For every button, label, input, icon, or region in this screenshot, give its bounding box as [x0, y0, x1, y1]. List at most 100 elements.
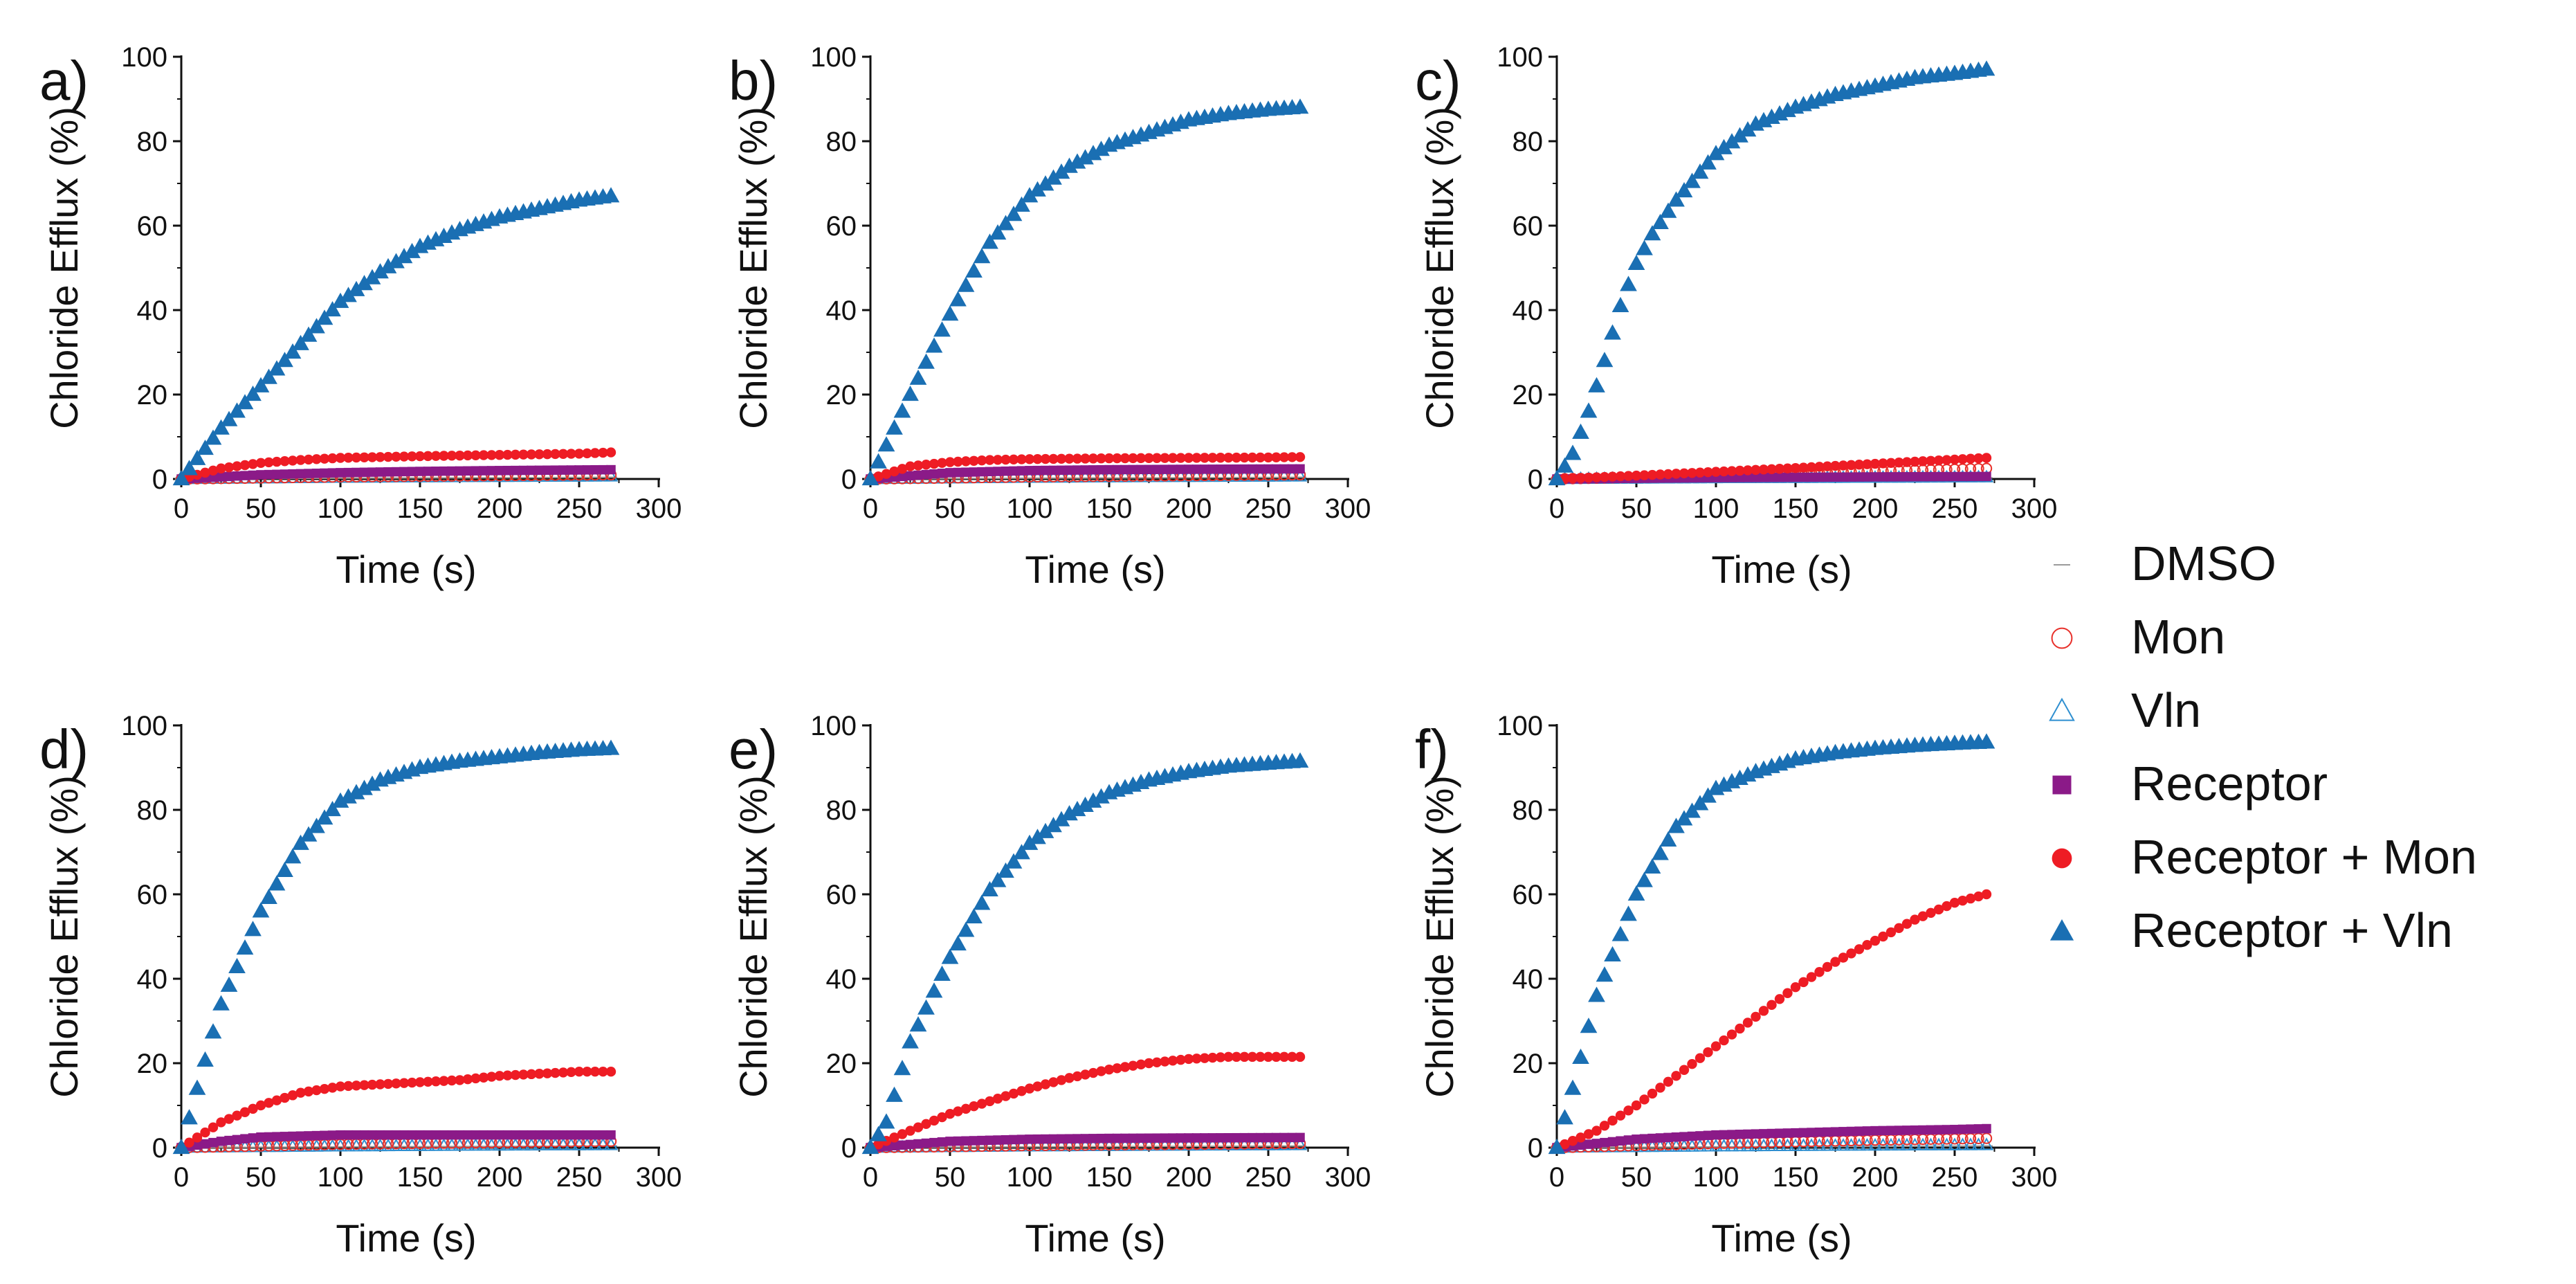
data-point: [590, 448, 601, 458]
data-point: [1223, 464, 1234, 474]
data-point: [260, 888, 277, 904]
y-tick-label: 60: [1513, 880, 1544, 910]
x-tick-label: 200: [477, 494, 523, 524]
data-point: [913, 470, 923, 480]
y-tick-label: 20: [1513, 380, 1544, 410]
y-tick-label: 0: [841, 464, 857, 495]
data-point: [1128, 464, 1138, 475]
data-point: [1223, 1051, 1234, 1063]
data-point: [989, 224, 1007, 240]
data-point: [981, 233, 998, 249]
data-point: [1838, 472, 1848, 482]
y-tick-label: 0: [1528, 464, 1543, 495]
data-point: [1965, 893, 1976, 904]
x-tick-label: 250: [1245, 1162, 1292, 1193]
x-tick-label: 150: [397, 1162, 444, 1193]
data-point: [1239, 464, 1250, 474]
x-tick-label: 50: [935, 1162, 966, 1193]
data-point: [590, 1130, 600, 1140]
data-point: [518, 465, 529, 476]
data-point: [861, 470, 879, 486]
data-point: [1572, 1048, 1589, 1064]
data-point: [1176, 464, 1186, 474]
data-point: [550, 465, 560, 475]
data-point: [1611, 296, 1629, 312]
data-point: [228, 957, 246, 974]
data-point: [1223, 452, 1234, 463]
data-point: [1064, 453, 1075, 464]
data-point: [1016, 1086, 1027, 1096]
data-point: [1279, 464, 1289, 474]
data-point: [902, 386, 919, 401]
x-tick-label: 300: [1325, 494, 1371, 524]
data-point: [921, 460, 931, 470]
data-point: [881, 469, 892, 479]
data-point: [184, 1137, 194, 1148]
data-point: [212, 995, 230, 1011]
data-point: [1878, 472, 1888, 482]
data-point: [1556, 1109, 1573, 1125]
data-point: [886, 1086, 903, 1102]
data-point: [1556, 457, 1573, 473]
data-point: [1683, 172, 1701, 188]
data-point: [1064, 465, 1075, 475]
data-point: [1291, 752, 1309, 768]
data-point: [925, 982, 943, 998]
data-point: [1870, 458, 1881, 469]
data-point: [197, 1051, 214, 1067]
data-point: [1950, 1125, 1960, 1134]
data-point: [391, 467, 401, 477]
data-point: [1580, 1018, 1598, 1033]
data-point: [1838, 1127, 1848, 1137]
data-point: [463, 466, 473, 476]
data-point: [1636, 239, 1653, 255]
data-point: [1977, 60, 1995, 76]
data-point: [985, 467, 995, 477]
series-receptor-mon: [1551, 889, 1992, 1153]
x-tick-label: 50: [1621, 1162, 1652, 1193]
data-point: [264, 457, 274, 468]
data-point: [574, 1067, 585, 1077]
data-point: [1814, 472, 1825, 482]
data-point: [303, 1086, 314, 1097]
data-point: [1215, 1052, 1226, 1063]
data-point: [430, 451, 441, 461]
data-point: [212, 419, 230, 435]
data-point: [486, 1071, 497, 1082]
data-point: [870, 1125, 887, 1141]
data-point: [1024, 1083, 1035, 1094]
data-point: [961, 1136, 971, 1146]
legend-label: Mon: [2131, 610, 2226, 664]
data-point: [1798, 472, 1809, 482]
data-point: [1711, 1130, 1721, 1140]
data-point: [973, 248, 991, 264]
data-point: [1623, 1105, 1634, 1116]
data-point: [1862, 1126, 1872, 1136]
data-point: [606, 464, 616, 475]
data-point: [423, 467, 433, 476]
data-point: [252, 377, 270, 392]
data-point: [204, 1023, 222, 1039]
data-point: [1764, 1138, 1779, 1152]
data-point: [399, 467, 409, 477]
data-point: [367, 467, 377, 477]
data-point: [977, 467, 987, 477]
y-tick-label: 60: [137, 880, 168, 910]
series-receptor-vln: [172, 739, 620, 1155]
data-point: [1061, 157, 1078, 173]
data-point: [1061, 805, 1078, 821]
data-point: [239, 1107, 250, 1117]
y-tick-label: 40: [1513, 964, 1544, 995]
data-point: [255, 1100, 266, 1111]
data-point: [407, 1077, 417, 1088]
data-point: [1036, 175, 1054, 191]
data-point: [447, 466, 457, 476]
data-point: [1950, 471, 1960, 482]
data-point: [399, 1130, 409, 1140]
data-point: [897, 1129, 908, 1139]
data-point: [1040, 1079, 1051, 1089]
data-point: [1902, 1125, 1912, 1135]
data-point: [873, 1139, 884, 1150]
data-point: [1057, 1134, 1066, 1144]
data-point: [603, 1137, 619, 1150]
